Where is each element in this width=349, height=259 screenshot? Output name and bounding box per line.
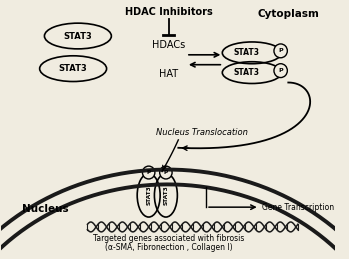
Text: STAT3: STAT3 xyxy=(146,185,151,205)
Text: STAT3: STAT3 xyxy=(233,48,259,57)
Circle shape xyxy=(142,166,155,179)
Text: Nucleus: Nucleus xyxy=(22,204,69,214)
Text: Cytoplasm: Cytoplasm xyxy=(257,9,319,19)
Text: STAT3: STAT3 xyxy=(163,185,168,205)
Text: HDACs: HDACs xyxy=(152,40,185,50)
Text: P: P xyxy=(164,170,168,175)
Circle shape xyxy=(160,166,172,179)
Text: Nucleus Translocation: Nucleus Translocation xyxy=(156,128,248,138)
Text: P: P xyxy=(279,48,283,53)
Text: P: P xyxy=(279,68,283,73)
Text: P: P xyxy=(147,170,151,175)
Circle shape xyxy=(274,64,287,77)
Text: STAT3: STAT3 xyxy=(59,64,88,73)
Text: Targeted genes associated with fibrosis: Targeted genes associated with fibrosis xyxy=(93,234,244,243)
Text: STAT3: STAT3 xyxy=(64,32,92,40)
Circle shape xyxy=(274,44,287,58)
Text: (α-SMA, Fibronection , Collagen I): (α-SMA, Fibronection , Collagen I) xyxy=(105,243,232,252)
Text: HDAC Inhibitors: HDAC Inhibitors xyxy=(125,7,213,17)
Text: Gene Transcription: Gene Transcription xyxy=(261,203,334,212)
Text: STAT3: STAT3 xyxy=(233,68,259,77)
Text: HAT: HAT xyxy=(159,69,178,78)
